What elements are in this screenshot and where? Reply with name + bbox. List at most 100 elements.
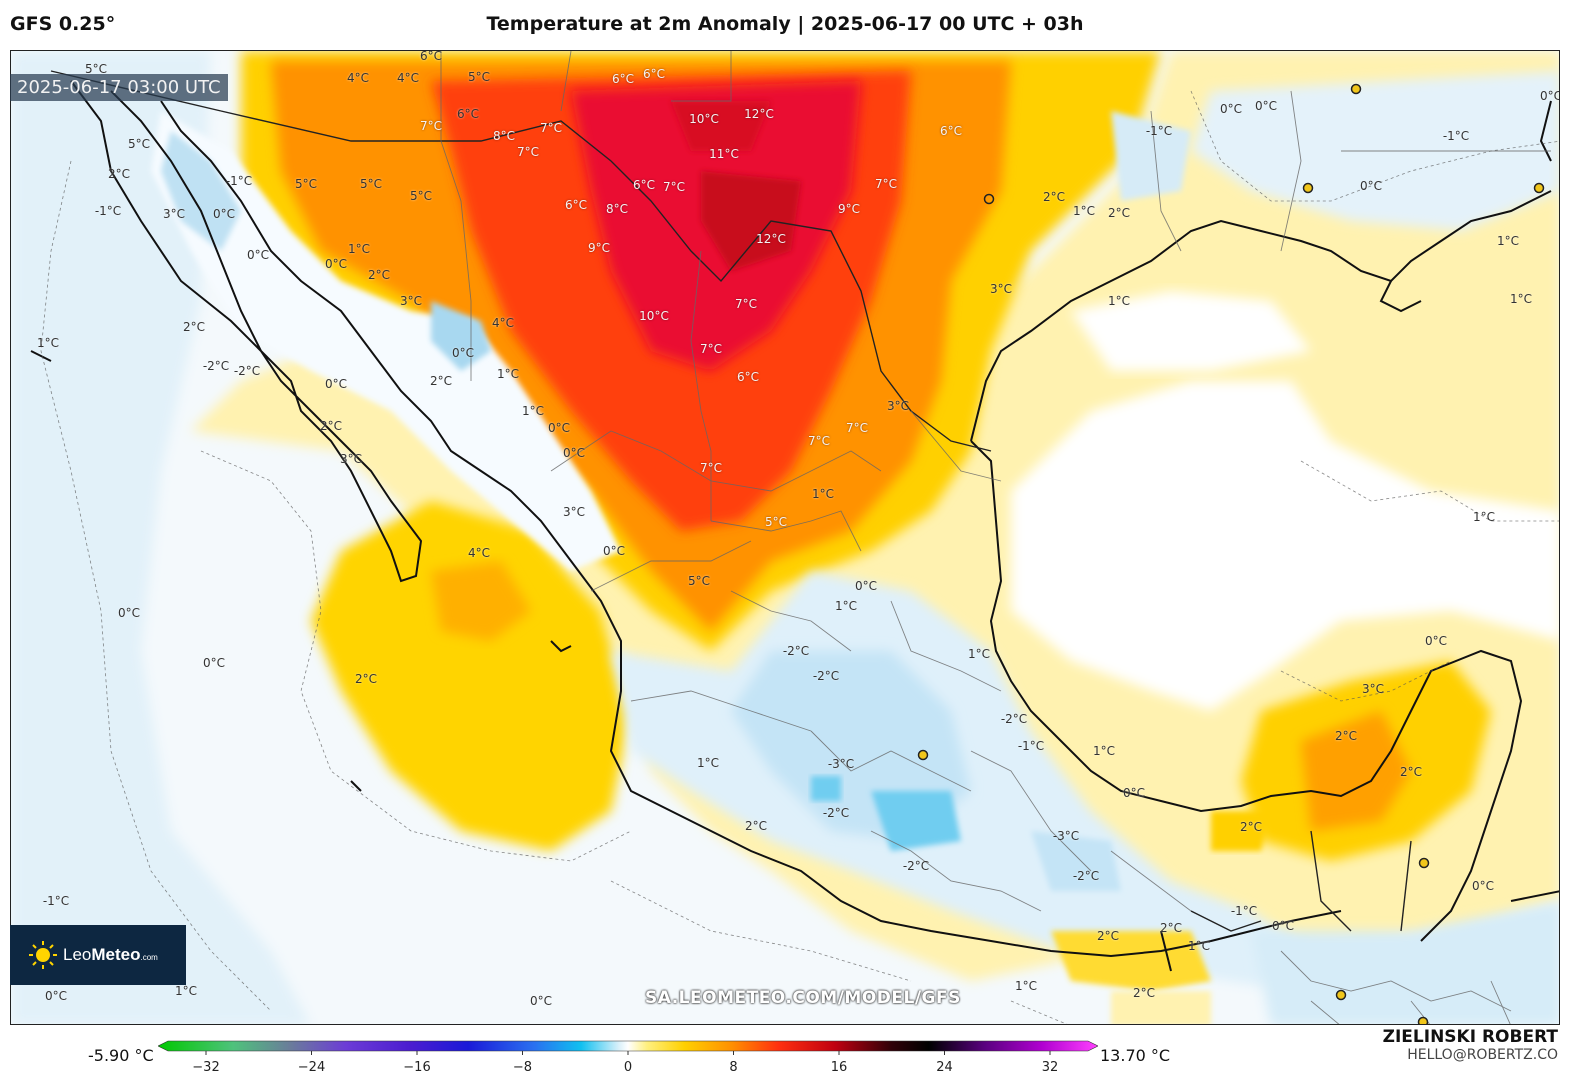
contour-label: 1°C	[967, 647, 991, 661]
contour-label: 1°C	[811, 487, 835, 501]
contour-label: 0°C	[602, 544, 626, 558]
contour-label: -1°C	[94, 204, 122, 218]
contour-label: 9°C	[587, 241, 611, 255]
map-title: Temperature at 2m Anomaly | 2025-06-17 0…	[486, 13, 1084, 35]
contour-label: 5°C	[84, 62, 108, 76]
colorbar-tick-label: −32	[192, 1060, 219, 1075]
pacific-warm-blob	[311, 501, 631, 851]
contour-label: -1°C	[1442, 129, 1470, 143]
contour-label: 7°C	[662, 180, 686, 194]
contour-label: 7°C	[734, 297, 758, 311]
contour-label: 3°C	[886, 399, 910, 413]
contour-label: 4°C	[491, 316, 515, 330]
contour-label: 2°C	[1132, 986, 1156, 1000]
contour-label: 4°C	[396, 71, 420, 85]
contour-label: 5°C	[127, 137, 151, 151]
contour-label: -2°C	[233, 364, 261, 378]
contour-label: 3°C	[562, 505, 586, 519]
contour-label: 5°C	[359, 177, 383, 191]
contour-label: 7°C	[419, 119, 443, 133]
central-america-cool	[1251, 901, 1559, 1024]
contour-label: 7°C	[845, 421, 869, 435]
contour-label: 2°C	[744, 819, 768, 833]
contour-label: 4°C	[467, 546, 491, 560]
author-email[interactable]: HELLO@ROBERTZ.CO	[1407, 1047, 1558, 1063]
contour-label: 3°C	[339, 452, 363, 466]
contour-label: 1°C	[834, 599, 858, 613]
colorbar-min-label: -5.90 °C	[88, 1046, 154, 1065]
contour-label: 2°C	[1239, 820, 1263, 834]
contour-label: 1°C	[36, 336, 60, 350]
contour-label: 6°C	[419, 50, 443, 63]
contour-label: -2°C	[1000, 712, 1028, 726]
contour-label: 2°C	[1107, 206, 1131, 220]
contour-label: 2°C	[1042, 190, 1066, 204]
contour-lines	[40, 90, 1559, 1024]
contour-label: 2°C	[319, 419, 343, 433]
contour-label: 0°C	[1254, 99, 1278, 113]
contour-label: 5°C	[294, 177, 318, 191]
contour-label: 0°C	[1539, 89, 1560, 103]
contour-label: 2°C	[354, 672, 378, 686]
contour-label: 5°C	[764, 515, 788, 529]
contour-label: 0°C	[202, 656, 226, 670]
contour-label: 7°C	[874, 177, 898, 191]
contour-label: -2°C	[812, 669, 840, 683]
contour-label: -2°C	[902, 859, 930, 873]
colorbar-tick-label: 0	[624, 1060, 632, 1075]
city-markers	[917, 83, 1545, 1024]
contour-label: 0°C	[246, 248, 270, 262]
contour-label: -1°C	[42, 894, 70, 908]
weather-map[interactable]: 12°C 11°C 10°C 12°C 9°C 8°C 10°C 7°C 7°C 6°C 7°C 7°…	[10, 50, 1560, 1025]
contour-label: -2°C	[202, 359, 230, 373]
contour-label: 1°C	[521, 404, 545, 418]
logo-text: LeoMeteo.com	[63, 945, 158, 964]
contour-label: 6°C	[564, 198, 588, 212]
colorbar-tick-label: −8	[513, 1060, 532, 1075]
contour-label: -2°C	[782, 644, 810, 658]
contour-label: 1°C	[696, 756, 720, 770]
contour-label: 1°C	[1107, 294, 1131, 308]
colorbar-tick-label: 8	[729, 1060, 737, 1075]
gulf-neutral-zone	[1011, 381, 1559, 711]
contour-label: 1°C	[1092, 744, 1116, 758]
source-watermark: SA.LEOMETEO.COM/MODEL/GFS	[645, 988, 961, 1008]
pacific-cool-zone	[11, 51, 310, 1024]
contour-label: 2°C	[367, 268, 391, 282]
contour-label: 5°C	[409, 189, 433, 203]
contour-label: 11°C	[709, 147, 739, 161]
colorbar-tick-label: 32	[1042, 1060, 1059, 1075]
contour-label: 0°C	[1471, 879, 1495, 893]
contour-label: 0°C	[854, 579, 878, 593]
contour-label: 1°C	[1187, 939, 1211, 953]
contour-label: 3°C	[1361, 682, 1385, 696]
contour-label: 12°C	[744, 107, 774, 121]
contour-label: 2°C	[1096, 929, 1120, 943]
contour-label: -1°C	[1230, 904, 1258, 918]
contour-label: 5°C	[687, 574, 711, 588]
contour-label: -3°C	[827, 757, 855, 771]
contour-label: 4°C	[346, 71, 370, 85]
contour-label: 5°C	[467, 70, 491, 84]
contour-label: 0°C	[451, 346, 475, 360]
contour-label: 7°C	[807, 434, 831, 448]
contour-label: 0°C	[547, 421, 571, 435]
contour-label: -1°C	[1017, 739, 1045, 753]
contour-label: -2°C	[822, 806, 850, 820]
contour-label: 1°C	[347, 242, 371, 256]
contour-label: 0°C	[44, 989, 68, 1003]
contour-label: 12°C	[756, 232, 786, 246]
contour-label: 2°C	[429, 374, 453, 388]
contour-label: 1°C	[1472, 510, 1496, 524]
contour-label: 0°C	[324, 377, 348, 391]
contour-label: 1°C	[1509, 292, 1533, 306]
contour-label: 2°C	[182, 320, 206, 334]
contour-label: 0°C	[1271, 919, 1295, 933]
contour-label: 6°C	[456, 107, 480, 121]
leometeo-logo[interactable]: LeoMeteo.com	[10, 925, 186, 985]
colorbar-max-label: 13.70 °C	[1100, 1046, 1171, 1065]
contour-label: 1°C	[174, 984, 198, 998]
contour-label: 3°C	[162, 207, 186, 221]
colorbar-tick-label: 16	[831, 1060, 848, 1075]
coastlines	[30, 80, 1559, 972]
